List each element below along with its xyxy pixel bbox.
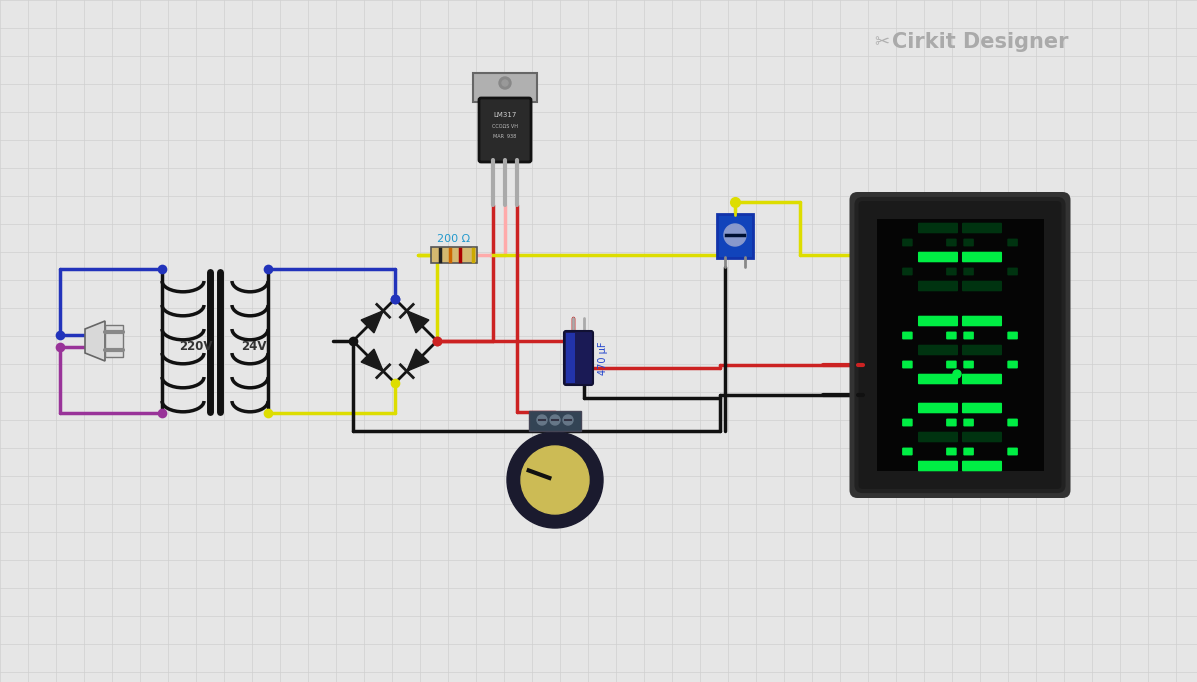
FancyBboxPatch shape <box>918 252 958 263</box>
FancyBboxPatch shape <box>903 419 912 426</box>
FancyBboxPatch shape <box>1008 331 1017 340</box>
Circle shape <box>521 446 589 514</box>
Text: LM317: LM317 <box>493 112 517 118</box>
FancyBboxPatch shape <box>479 98 531 162</box>
FancyBboxPatch shape <box>918 316 958 326</box>
FancyBboxPatch shape <box>918 402 958 413</box>
Text: 220V: 220V <box>180 340 213 353</box>
FancyBboxPatch shape <box>962 316 1002 326</box>
FancyBboxPatch shape <box>918 281 958 291</box>
Polygon shape <box>361 311 383 333</box>
FancyBboxPatch shape <box>964 419 974 426</box>
FancyBboxPatch shape <box>962 223 1002 233</box>
Text: 24V: 24V <box>242 340 267 353</box>
FancyBboxPatch shape <box>962 281 1002 291</box>
FancyBboxPatch shape <box>964 361 974 368</box>
Text: 200 Ω: 200 Ω <box>437 234 470 244</box>
Circle shape <box>502 80 508 86</box>
Text: CCOΩS VH: CCOΩS VH <box>492 125 518 130</box>
FancyBboxPatch shape <box>962 402 1002 413</box>
FancyBboxPatch shape <box>903 267 912 276</box>
FancyBboxPatch shape <box>964 331 974 340</box>
FancyBboxPatch shape <box>857 199 1063 491</box>
FancyBboxPatch shape <box>1008 267 1017 276</box>
FancyBboxPatch shape <box>105 325 123 357</box>
FancyBboxPatch shape <box>566 333 575 383</box>
FancyBboxPatch shape <box>918 461 958 471</box>
FancyBboxPatch shape <box>962 344 1002 355</box>
Circle shape <box>563 415 573 425</box>
Circle shape <box>508 432 603 528</box>
Polygon shape <box>407 311 429 333</box>
Polygon shape <box>361 349 383 371</box>
FancyBboxPatch shape <box>1008 447 1017 456</box>
FancyBboxPatch shape <box>946 267 956 276</box>
Circle shape <box>537 415 547 425</box>
FancyBboxPatch shape <box>918 223 958 233</box>
Text: ✂: ✂ <box>875 33 889 51</box>
FancyBboxPatch shape <box>1008 419 1017 426</box>
FancyBboxPatch shape <box>962 252 1002 263</box>
FancyBboxPatch shape <box>1008 361 1017 368</box>
FancyBboxPatch shape <box>918 344 958 355</box>
FancyBboxPatch shape <box>903 331 912 340</box>
FancyBboxPatch shape <box>1008 239 1017 246</box>
FancyBboxPatch shape <box>903 361 912 368</box>
FancyBboxPatch shape <box>962 432 1002 443</box>
FancyBboxPatch shape <box>529 411 581 431</box>
Text: MAR  938: MAR 938 <box>493 134 517 140</box>
FancyBboxPatch shape <box>946 447 956 456</box>
FancyBboxPatch shape <box>850 192 1070 498</box>
Polygon shape <box>85 321 105 361</box>
FancyBboxPatch shape <box>918 432 958 443</box>
FancyBboxPatch shape <box>564 331 593 385</box>
FancyBboxPatch shape <box>918 374 958 384</box>
Text: Cirkit Designer: Cirkit Designer <box>892 32 1068 52</box>
FancyBboxPatch shape <box>473 73 537 102</box>
Circle shape <box>953 370 961 378</box>
FancyBboxPatch shape <box>717 214 753 258</box>
FancyBboxPatch shape <box>964 447 974 456</box>
Polygon shape <box>407 349 429 371</box>
FancyBboxPatch shape <box>964 267 974 276</box>
FancyBboxPatch shape <box>964 239 974 246</box>
FancyBboxPatch shape <box>876 219 1044 471</box>
FancyBboxPatch shape <box>962 461 1002 471</box>
Circle shape <box>549 415 560 425</box>
FancyBboxPatch shape <box>946 419 956 426</box>
Text: 470 μF: 470 μF <box>598 341 608 374</box>
FancyBboxPatch shape <box>946 331 956 340</box>
Circle shape <box>724 224 746 246</box>
FancyBboxPatch shape <box>903 239 912 246</box>
FancyBboxPatch shape <box>962 374 1002 384</box>
FancyBboxPatch shape <box>903 447 912 456</box>
FancyBboxPatch shape <box>431 247 476 263</box>
Circle shape <box>499 77 511 89</box>
FancyBboxPatch shape <box>946 361 956 368</box>
FancyBboxPatch shape <box>946 239 956 246</box>
